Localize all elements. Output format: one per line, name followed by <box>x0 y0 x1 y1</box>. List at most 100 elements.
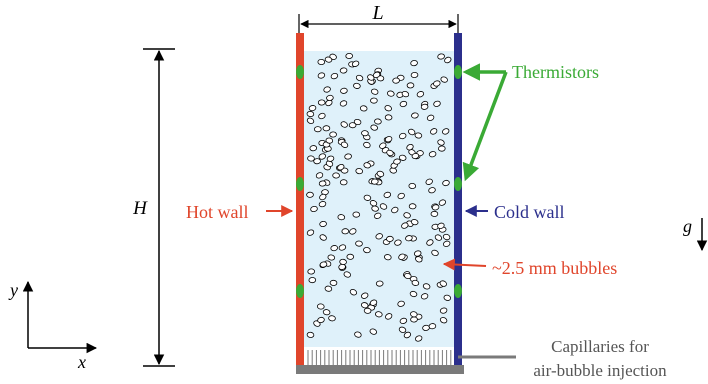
bubble <box>416 91 425 98</box>
bubble <box>329 131 337 138</box>
bubble <box>306 117 315 124</box>
bubble <box>408 128 416 136</box>
bubble <box>349 228 357 235</box>
bubble <box>379 142 387 149</box>
bubble <box>369 299 378 306</box>
bubble <box>332 172 340 179</box>
bubble <box>340 121 348 128</box>
bubble <box>361 292 369 299</box>
bubble <box>363 194 372 201</box>
bubble <box>317 99 326 106</box>
bubble <box>353 82 361 89</box>
bubble <box>404 272 412 280</box>
thermistor-cold-low <box>454 284 462 298</box>
bubble <box>351 60 360 67</box>
thermistors <box>296 65 462 298</box>
bubble <box>306 110 315 118</box>
bubble <box>328 315 336 322</box>
thermistor-cold-top <box>454 65 462 79</box>
bubble <box>339 100 348 107</box>
height-label: H <box>132 198 148 219</box>
bubble <box>410 316 418 323</box>
bubble <box>349 288 358 296</box>
bubble <box>306 191 314 198</box>
bubble <box>386 149 394 157</box>
bubble <box>326 155 335 162</box>
bubble <box>433 100 441 107</box>
bubble <box>428 323 437 330</box>
bubble <box>442 233 451 241</box>
bubbles-label: ~2.5 mm bubbles <box>492 258 617 278</box>
bubble <box>437 139 445 146</box>
bubble <box>422 283 431 290</box>
cold-wall <box>454 33 462 365</box>
bubble <box>420 293 429 300</box>
bubble <box>344 153 352 160</box>
bubble <box>410 311 418 318</box>
bubble <box>340 87 348 94</box>
bubble <box>398 253 406 261</box>
thermistor-cold-mid <box>454 177 462 191</box>
bubble <box>426 114 435 121</box>
base-plate <box>296 365 464 374</box>
bubble <box>339 258 347 265</box>
bubble <box>363 247 371 254</box>
bubble <box>317 58 326 66</box>
bubble <box>329 279 338 286</box>
bubble <box>360 302 369 309</box>
bubble <box>361 130 369 137</box>
bubble <box>403 331 412 339</box>
bubble <box>401 90 410 98</box>
bubble <box>401 222 409 229</box>
bubble <box>355 240 363 247</box>
bubble <box>306 229 315 236</box>
coordinate-axes: y x <box>8 280 98 372</box>
hot-wall <box>296 33 304 365</box>
bubble <box>319 220 327 228</box>
bubble <box>385 313 393 320</box>
bubble <box>375 311 383 318</box>
bubble <box>374 118 382 125</box>
bubble <box>374 212 382 219</box>
bubble <box>376 170 385 177</box>
capillaries-label-line1: Capillaries for <box>551 337 649 356</box>
bubble <box>363 162 371 169</box>
bubble <box>428 151 437 158</box>
bubble <box>327 254 336 261</box>
bubble <box>394 239 402 246</box>
thermistor-hot-top <box>296 65 304 79</box>
bubble <box>343 271 351 278</box>
bubble <box>397 300 405 307</box>
bubble <box>313 158 321 165</box>
gravity-label: g <box>683 216 692 236</box>
bubble <box>383 191 392 198</box>
bubble <box>315 172 324 179</box>
bubble <box>348 122 357 129</box>
bubble <box>444 56 452 64</box>
bubble <box>426 239 434 246</box>
bubble <box>319 234 327 241</box>
bubble <box>354 331 362 338</box>
bubble <box>428 187 436 194</box>
thermistor-hot-low <box>296 284 304 298</box>
bubble <box>307 268 315 275</box>
bubble <box>440 76 448 83</box>
hot-wall-label: Hot wall <box>186 202 249 222</box>
bubble <box>345 52 353 60</box>
bubble <box>355 74 364 82</box>
bubble <box>430 128 438 135</box>
bubble <box>437 53 445 60</box>
bubble <box>399 317 408 324</box>
bubble <box>403 212 411 219</box>
bubble <box>384 254 392 261</box>
bubble <box>433 80 441 87</box>
bubble <box>420 103 429 110</box>
bubble <box>430 210 439 217</box>
bubble <box>337 214 346 221</box>
bubble <box>324 285 333 292</box>
cold-wall-label: Cold wall <box>494 202 565 222</box>
capillaries-label-line2: air-bubble injection <box>533 361 667 380</box>
bubble <box>414 132 423 139</box>
bubble <box>323 86 331 93</box>
bubble <box>398 132 407 140</box>
